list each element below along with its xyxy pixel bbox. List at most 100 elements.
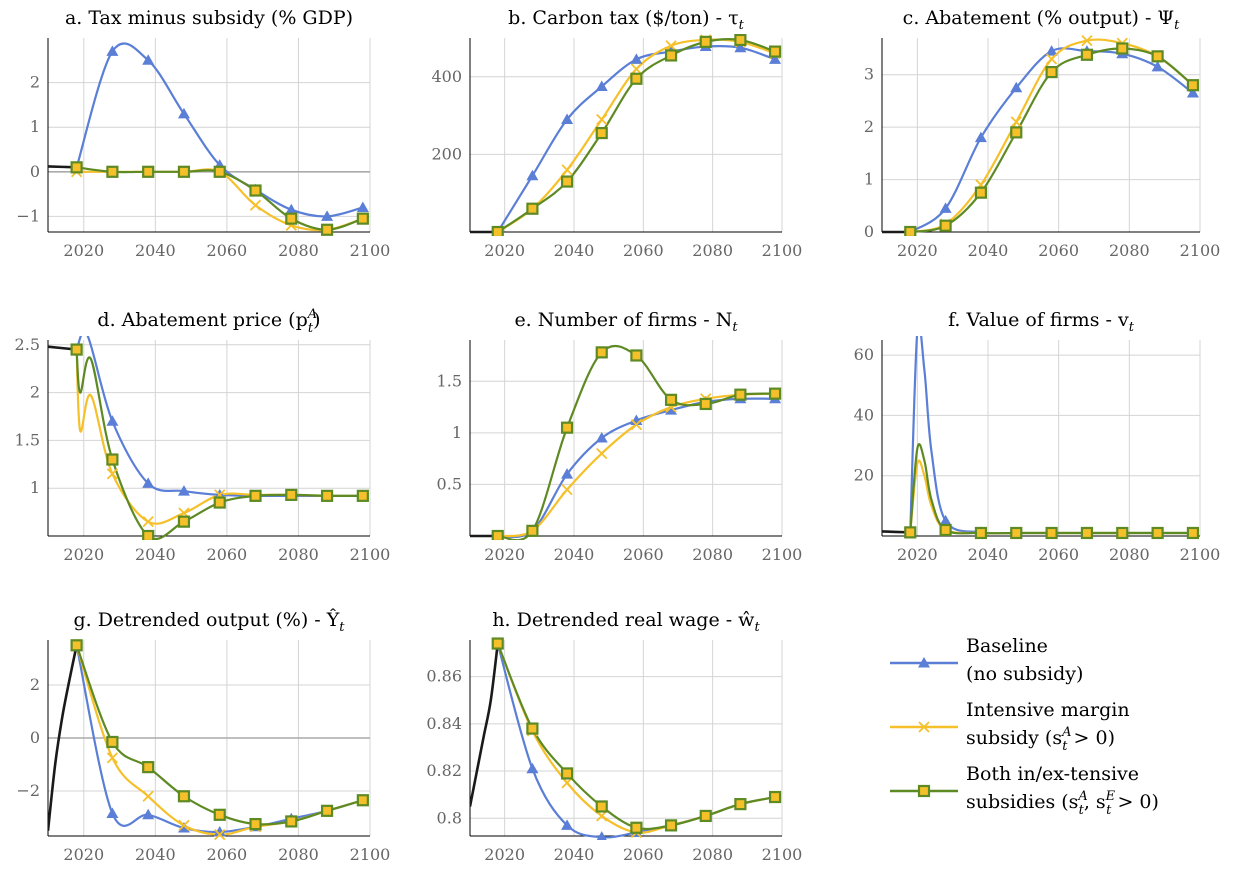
both-point	[177, 515, 191, 528]
y-tick-label: 0	[864, 222, 874, 241]
both-point	[768, 790, 782, 804]
both-point	[491, 225, 504, 236]
both-point	[106, 165, 119, 178]
both-point	[1045, 65, 1058, 79]
plot-area	[48, 336, 369, 540]
baseline-point	[526, 762, 539, 774]
baseline-point	[630, 53, 643, 64]
x-tick-label: 2060	[207, 241, 248, 260]
both-point	[560, 175, 574, 188]
y-tick-label: 1	[30, 117, 40, 136]
both-point	[142, 529, 155, 540]
panel-c-title: c. Abatement (% output) - Ψt	[903, 7, 1180, 33]
both-point	[595, 800, 608, 813]
y-tick-label: 2.5	[15, 335, 40, 354]
baseline-point	[561, 113, 574, 124]
both-point	[320, 804, 334, 817]
x-tick-label: 2040	[135, 241, 176, 260]
x-tick-label: 2080	[692, 845, 733, 864]
x-tick-label: 2060	[1038, 545, 1079, 564]
both-point	[70, 161, 83, 174]
x-tick-label: 2100	[762, 241, 803, 260]
plot-area	[882, 336, 1200, 540]
x-tick-label: 2080	[278, 845, 319, 864]
intensive-point	[630, 418, 643, 431]
baseline-point	[1010, 81, 1023, 93]
both-point	[106, 735, 119, 749]
baseline-point	[356, 201, 369, 212]
baseline-point	[321, 210, 334, 221]
baseline-point	[1186, 87, 1199, 98]
legend-label: Baseline	[966, 635, 1048, 657]
legend-label-2: subsidy (sA t > 0)	[966, 725, 1115, 754]
both-series-line	[75, 349, 363, 540]
x-tick-label: 2060	[623, 241, 664, 260]
x-tick-label: 2040	[554, 241, 595, 260]
both-series-line	[75, 644, 364, 826]
legend-label: Intensive margin	[966, 699, 1130, 721]
y-tick-label: 1.5	[437, 371, 462, 390]
baseline-point	[177, 822, 190, 833]
y-tick-label: 1	[864, 170, 874, 189]
both-point	[664, 49, 678, 62]
y-tick-label: 40	[854, 405, 874, 424]
panel-h-title: h. Detrended real wage - ŵt	[492, 609, 760, 635]
both-point	[1116, 526, 1129, 540]
x-tick-label: 2020	[484, 241, 525, 260]
both-point	[1151, 50, 1164, 63]
both-point	[939, 219, 952, 232]
x-tick-label: 2040	[554, 845, 595, 864]
both-point	[526, 722, 539, 735]
both-point	[595, 126, 608, 140]
panel-d: 2020 2040 2060 2080 2100 1 1.5 2 2.5 d. Abatement…	[15, 307, 391, 564]
plot-area	[882, 34, 1200, 236]
baseline-point	[177, 485, 190, 496]
baseline-point	[595, 432, 608, 443]
baseline-point	[106, 807, 119, 818]
y-tick-label: 60	[854, 345, 874, 364]
both-point	[177, 165, 191, 178]
y-tick-label: 0.86	[426, 667, 462, 686]
panel-b: 2020 2040 2060 2080 2100 200 400 b. Carbon tax …	[431, 7, 802, 260]
both-point	[734, 798, 747, 811]
plot-area	[48, 42, 369, 236]
intensive-point	[1010, 116, 1022, 128]
both-point	[1186, 526, 1200, 540]
intensive-point	[178, 819, 190, 832]
both-point	[630, 349, 643, 362]
both-point	[630, 821, 643, 834]
panel-g: 2020 2040 2060 2080 2100 −2 0 2 g. Detrended out…	[16, 608, 390, 864]
intensive-point	[665, 40, 677, 52]
panel-a: 2020 2040 2060 2080 2100 −1 0 1 2 a. Tax minus su…	[16, 7, 390, 260]
intensive-point	[596, 113, 608, 126]
both-point	[142, 165, 155, 178]
intensive-point	[142, 790, 154, 802]
x-tick-label: 2020	[897, 241, 938, 260]
baseline-point	[1151, 60, 1164, 72]
both-point	[768, 45, 782, 58]
both-point	[664, 819, 678, 832]
y-tick-label: 0.82	[426, 761, 462, 780]
legend-item-both: Both in/ex-tensive subsidies (sA t, sE t > …	[890, 763, 1159, 818]
x-tick-label: 2040	[135, 845, 176, 864]
baseline-point	[561, 468, 574, 479]
intensive-series-line	[75, 644, 364, 836]
both-point	[320, 489, 334, 502]
x-tick-label: 2060	[623, 845, 664, 864]
intensive-point	[1045, 53, 1058, 65]
panel-b-title: b. Carbon tax ($/ton) - τt	[508, 7, 744, 33]
baseline-point	[561, 819, 574, 830]
x-tick-label: 2060	[207, 545, 248, 564]
x-tick-label: 2020	[484, 545, 525, 564]
x-tick-label: 2040	[554, 545, 595, 564]
both-point	[1186, 79, 1200, 92]
x-tick-label: 2040	[135, 545, 176, 564]
x-tick-label: 2020	[897, 545, 938, 564]
both-point	[356, 212, 369, 225]
baseline-series-line	[75, 336, 363, 498]
y-tick-label: 2	[864, 117, 874, 136]
intensive-series-line	[496, 643, 776, 834]
history-line	[470, 643, 500, 807]
